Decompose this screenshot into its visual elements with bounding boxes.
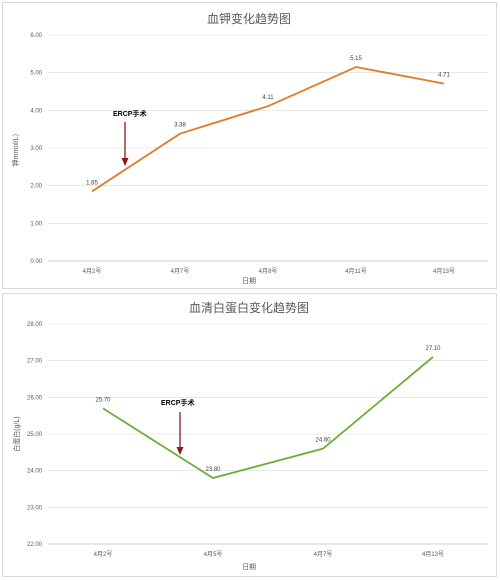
x-tick-label: 4月5号 [204,551,223,558]
y-axis-label: 白蛋白(g/L) [12,416,21,451]
y-tick-label: 26.00 [27,395,43,401]
x-tick-label: 4月7号 [171,268,190,275]
x-tick-label: 4月2号 [83,268,102,275]
series-line [91,66,445,193]
x-axis-label: 日期 [242,563,256,571]
potassium-chart: 血钾变化趋势图 日期 钾mmol/L） 0.00 1.00 2.00 3.00 4.00… [11,11,488,285]
plot-area: 0.00 1.00 2.00 3.00 4.00 5.00 6.00 4月2号 4月7号 4月8号… [30,33,488,275]
x-tick-label: 4月13号 [422,551,444,558]
y-axis-label: 钾mmol/L） [11,130,20,167]
y-tick-label: 24.00 [27,469,43,475]
y-tick-label: 3.00 [30,146,42,152]
series-line [102,356,434,479]
x-tick-label: 4月8号 [259,268,278,275]
chart-title: 血钾变化趋势图 [207,11,291,26]
y-tick-label: 2.00 [30,184,42,190]
y-tick-label: 1.00 [30,221,42,227]
y-tick-label: 4.00 [30,108,42,114]
y-tick-label: 5.00 [30,71,42,77]
data-label: 25.70 [95,397,111,403]
potassium-chart-panel: 血钾变化趋势图 日期 钾mmol/L） 0.00 1.00 2.00 3.00 4.00… [2,2,497,289]
chart-title: 血清白蛋白变化趋势图 [189,300,309,315]
x-tick-label: 4月2号 [94,551,113,558]
plot-area: 22.00 23.00 24.00 25.00 26.00 27.00 28.00 4月2号 4… [27,322,488,558]
y-tick-label: 6.00 [30,33,42,39]
data-label: 23.80 [205,467,221,473]
data-label: 3.38 [174,123,186,129]
x-tick-label: 4月13号 [433,268,455,275]
data-label: 4.71 [438,73,450,79]
y-tick-label: 22.00 [27,542,43,548]
y-tick-label: 23.00 [27,505,43,511]
y-tick-label: 0.00 [30,259,42,265]
x-tick-label: 4月11号 [345,268,367,275]
data-label: 1.85 [86,180,98,186]
data-label: 27.10 [425,346,441,352]
ercp-annotation-arrow [121,122,129,166]
data-label: 24.60 [315,438,331,444]
x-tick-label: 4月7号 [314,551,333,558]
ercp-annotation-label: ERCP手术 [161,398,194,407]
ercp-annotation-label: ERCP手术 [113,109,146,118]
data-label: 4.11 [262,95,274,101]
y-tick-label: 27.00 [27,359,43,365]
albumin-chart: 血清白蛋白变化趋势图 日期 白蛋白(g/L) 22.00 23.00 24.00 25… [12,300,488,571]
x-axis-label: 日期 [242,277,256,285]
y-tick-label: 25.00 [27,432,43,438]
y-tick-label: 28.00 [27,322,43,328]
data-label: 5.15 [350,56,362,62]
albumin-chart-panel: 血清白蛋白变化趋势图 日期 白蛋白(g/L) 22.00 23.00 24.00 25… [2,293,497,577]
ercp-annotation-arrow [176,412,184,455]
